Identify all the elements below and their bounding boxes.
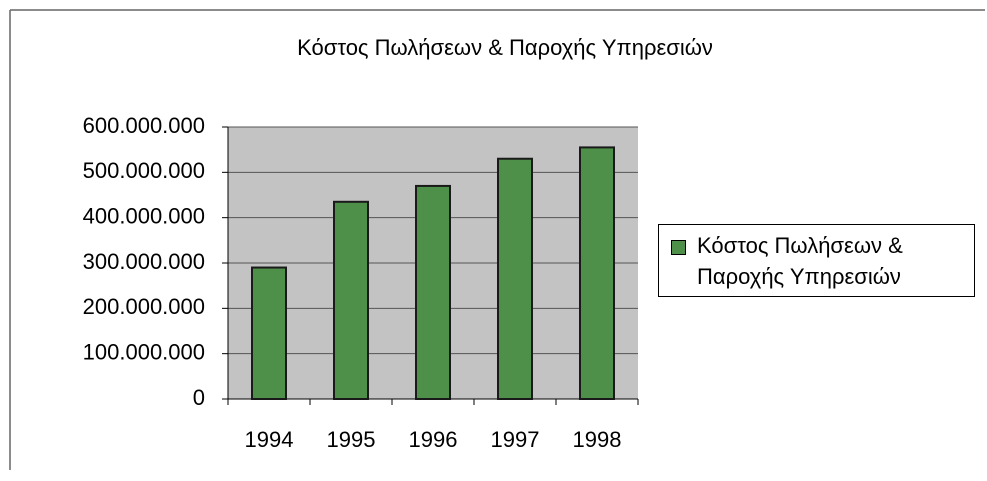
- bar: [251, 266, 287, 400]
- y-tick-label: 300.000.000: [83, 249, 205, 274]
- y-tick-label: 500.000.000: [83, 158, 205, 183]
- y-tick-label: 100.000.000: [83, 339, 205, 364]
- chart-title: Κόστος Πωλήσεων & Παροχής Υπηρεσιών: [297, 35, 713, 60]
- bar: [333, 200, 369, 400]
- legend: Κόστος Πωλήσεων & Παροχής Υπηρεσιών: [658, 224, 975, 297]
- x-tick-label: 1996: [409, 427, 458, 452]
- y-tick-label: 400.000.000: [83, 203, 205, 228]
- y-tick-label: 600.000.000: [83, 113, 205, 138]
- legend-swatch: [671, 240, 686, 255]
- bar: [497, 157, 533, 400]
- x-tick-label: 1994: [245, 427, 294, 452]
- bar: [415, 184, 451, 400]
- x-tick-label: 1997: [491, 427, 540, 452]
- x-tick-label: 1995: [327, 427, 376, 452]
- y-tick-label: 200.000.000: [83, 294, 205, 319]
- y-tick-label: 0: [193, 385, 205, 410]
- legend-label: Κόστος Πωλήσεων & Παροχής Υπηρεσιών: [697, 233, 903, 289]
- x-tick-label: 1998: [573, 427, 622, 452]
- bar: [579, 146, 615, 400]
